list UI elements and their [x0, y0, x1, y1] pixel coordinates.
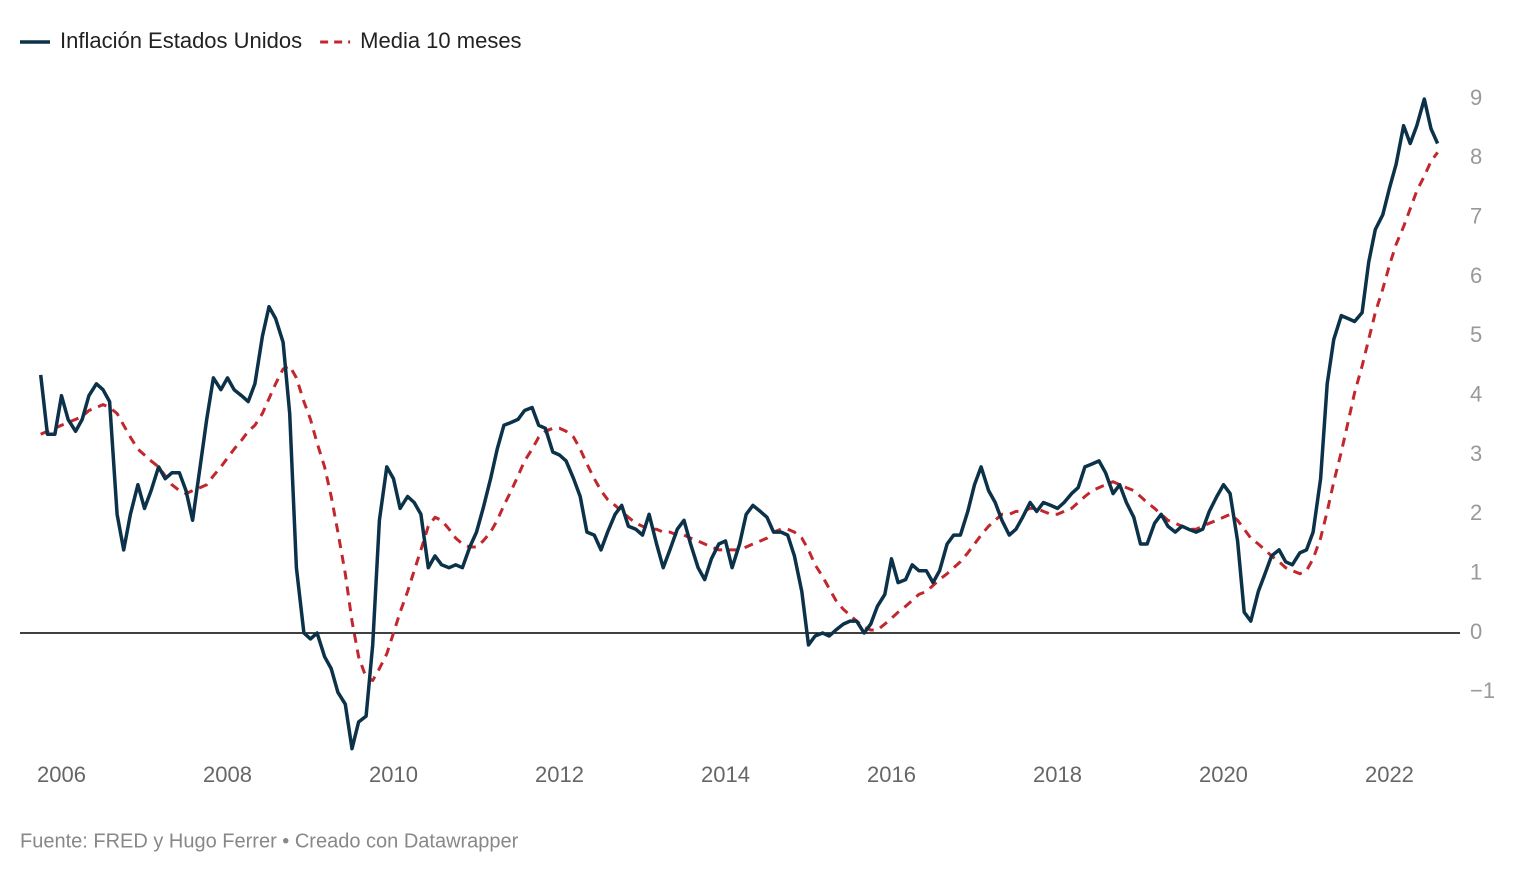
- series-line: [38, 97, 1440, 751]
- series-line: [40, 151, 1439, 682]
- x-tick-label: 2016: [867, 762, 916, 787]
- y-tick-label: 4: [1470, 381, 1482, 406]
- x-tick-label: 2020: [1199, 762, 1248, 787]
- y-tick-label: 1: [1470, 559, 1482, 584]
- y-tick-label: 9: [1470, 85, 1482, 110]
- y-tick-label: 6: [1470, 263, 1482, 288]
- y-tick-label: 2: [1470, 500, 1482, 525]
- y-tick-label: 8: [1470, 144, 1482, 169]
- y-tick-label: 3: [1470, 441, 1482, 466]
- y-tick-label: −1: [1470, 678, 1495, 703]
- x-tick-label: 2010: [369, 762, 418, 787]
- x-tick-label: 2014: [701, 762, 750, 787]
- x-tick-label: 2008: [203, 762, 252, 787]
- x-tick-label: 2018: [1033, 762, 1082, 787]
- x-tick-label: 2006: [37, 762, 86, 787]
- legend-label: Inflación Estados Unidos: [60, 28, 302, 53]
- legend-label: Media 10 meses: [360, 28, 521, 53]
- y-tick-label: 7: [1470, 203, 1482, 228]
- y-tick-label: 0: [1470, 619, 1482, 644]
- x-tick-label: 2022: [1365, 762, 1414, 787]
- source-note: Fuente: FRED y Hugo Ferrer • Creado con …: [20, 830, 519, 852]
- x-tick-label: 2012: [535, 762, 584, 787]
- y-tick-label: 5: [1470, 322, 1482, 347]
